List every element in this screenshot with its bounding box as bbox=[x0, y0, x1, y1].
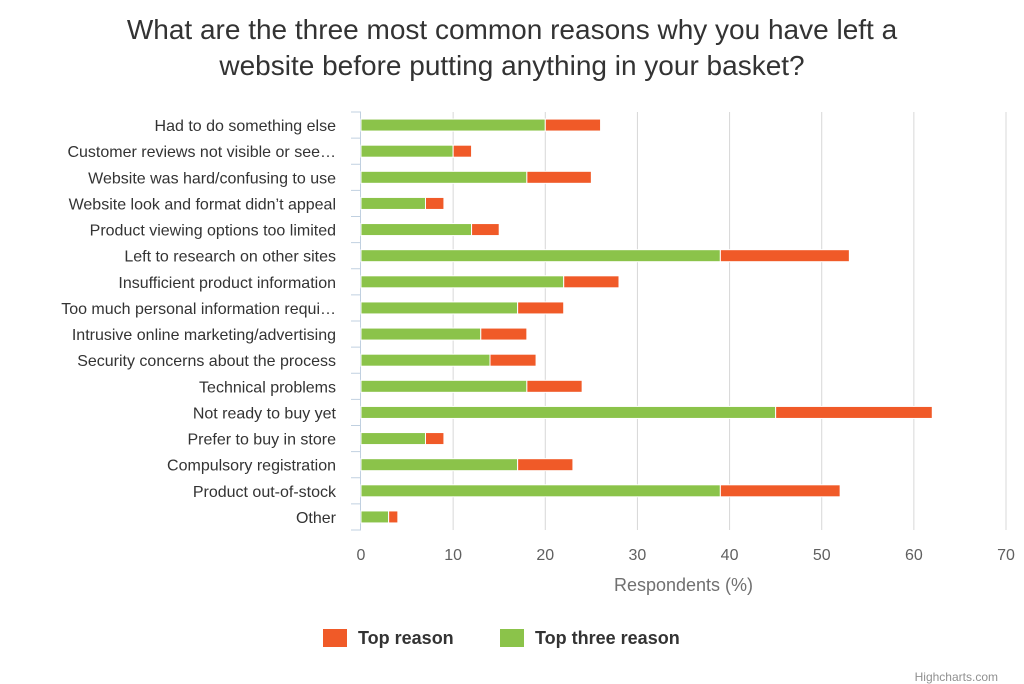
bar-top-reason bbox=[480, 327, 528, 341]
chart-title: What are the three most common reasons w… bbox=[0, 12, 1024, 84]
bar-top-three-reason bbox=[360, 275, 565, 289]
bar-top-reason bbox=[489, 353, 537, 367]
x-tick-label: 50 bbox=[813, 547, 831, 564]
x-tick-label: 40 bbox=[721, 547, 739, 564]
legend-item-top-reason[interactable]: Top reason bbox=[358, 628, 454, 648]
bar-top-reason bbox=[425, 432, 445, 446]
x-tick-label: 10 bbox=[444, 547, 462, 564]
bar-top-reason bbox=[719, 484, 841, 498]
bar-top-three-reason bbox=[360, 301, 519, 315]
bar-top-three-reason bbox=[360, 484, 721, 498]
category-label: Intrusive online marketing/advertising bbox=[72, 327, 336, 344]
x-tick-label: 30 bbox=[629, 547, 647, 564]
bar-top-three-reason bbox=[360, 196, 426, 210]
chart-title-line-2: website before putting anything in your … bbox=[219, 50, 805, 81]
legend-swatch bbox=[323, 629, 347, 647]
bar-top-three-reason bbox=[360, 170, 528, 184]
x-tick-label: 20 bbox=[536, 547, 554, 564]
bar-top-three-reason bbox=[360, 223, 473, 237]
category-label: Too much personal information requi… bbox=[61, 301, 336, 318]
bar-top-reason bbox=[719, 249, 850, 263]
category-label: Not ready to buy yet bbox=[193, 405, 337, 422]
bar-top-reason bbox=[544, 118, 602, 132]
bar-top-three-reason bbox=[360, 327, 482, 341]
category-label: Website look and format didn’t appeal bbox=[69, 196, 336, 213]
x-tick-label: 0 bbox=[357, 547, 366, 564]
bar-top-three-reason bbox=[360, 458, 519, 472]
bar-top-three-reason bbox=[360, 405, 777, 419]
bar-top-three-reason bbox=[360, 249, 721, 263]
x-tick-label: 60 bbox=[905, 547, 923, 564]
category-label: Technical problems bbox=[199, 379, 336, 396]
bar-top-three-reason bbox=[360, 353, 491, 367]
category-label: Other bbox=[296, 510, 337, 527]
x-tick-label: 70 bbox=[997, 547, 1015, 564]
bar-top-three-reason bbox=[360, 144, 454, 158]
bar-top-reason bbox=[526, 170, 592, 184]
category-label: Product viewing options too limited bbox=[90, 223, 336, 240]
bar-top-three-reason bbox=[360, 379, 528, 393]
category-label: Compulsory registration bbox=[167, 458, 336, 475]
category-label: Website was hard/confusing to use bbox=[88, 170, 336, 187]
category-label: Had to do something else bbox=[155, 118, 337, 135]
category-label: Left to research on other sites bbox=[124, 249, 336, 266]
category-label: Customer reviews not visible or see… bbox=[67, 144, 336, 161]
bar-top-reason bbox=[471, 223, 500, 237]
x-axis-title: Respondents (%) bbox=[614, 575, 753, 595]
bar-top-three-reason bbox=[360, 510, 390, 524]
bar-top-reason bbox=[517, 301, 565, 315]
bar-top-reason bbox=[526, 379, 583, 393]
bar-top-reason bbox=[775, 405, 933, 419]
bar-top-three-reason bbox=[360, 118, 546, 132]
category-label: Prefer to buy in store bbox=[187, 432, 336, 449]
chart-title-line-1: What are the three most common reasons w… bbox=[126, 14, 898, 45]
category-label: Insufficient product information bbox=[118, 275, 336, 292]
legend-swatch bbox=[500, 629, 524, 647]
bar-top-reason bbox=[425, 196, 445, 210]
bar-top-three-reason bbox=[360, 432, 426, 446]
category-label: Security concerns about the process bbox=[77, 353, 336, 370]
credits-link[interactable]: Highcharts.com bbox=[914, 670, 998, 684]
category-label: Product out-of-stock bbox=[193, 484, 337, 501]
bar-top-reason bbox=[517, 458, 574, 472]
bar-top-reason bbox=[563, 275, 620, 289]
bar-top-reason bbox=[452, 144, 473, 158]
legend-item-top-three-reason[interactable]: Top three reason bbox=[535, 628, 680, 648]
bar-top-reason bbox=[388, 510, 399, 524]
